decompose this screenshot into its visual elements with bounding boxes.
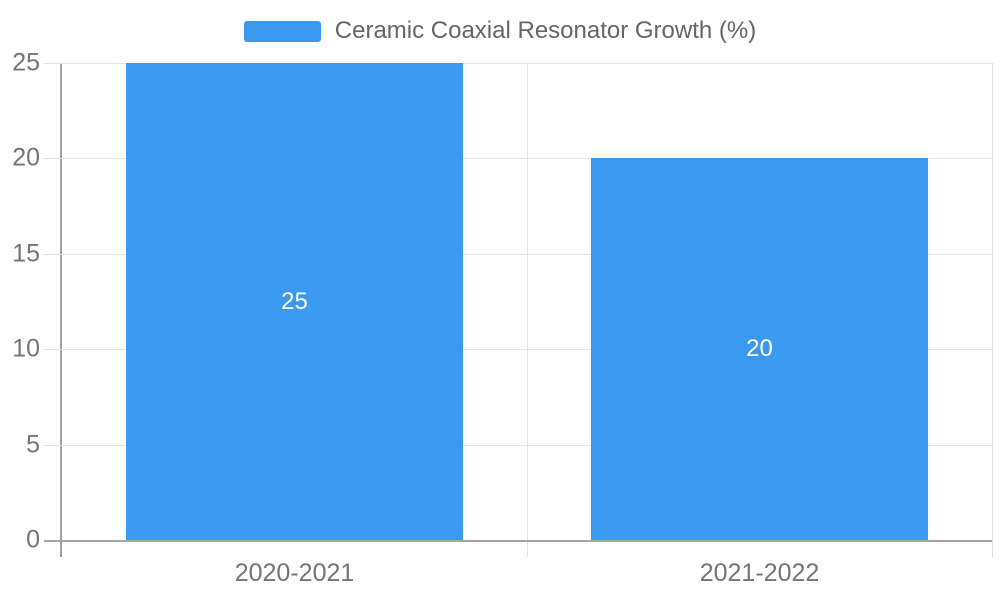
plot-area: 25 20	[44, 63, 993, 557]
plot-right-boundary-line	[992, 63, 993, 557]
legend-label: Ceramic Coaxial Resonator Growth (%)	[334, 17, 757, 44]
gridline-y-10	[62, 349, 992, 351]
y-axis-tick	[44, 253, 62, 255]
bar-2020-2021[interactable]: 25	[126, 63, 463, 540]
y-axis-tick	[44, 63, 62, 64]
x-axis-label-2020-2021: 2020-2021	[234, 559, 355, 587]
y-axis-label-5: 5	[26, 430, 40, 459]
y-axis-tick	[44, 349, 62, 351]
bar-data-label: 20	[746, 335, 773, 363]
y-axis-line	[60, 63, 62, 557]
x-axis-label-2021-2022: 2021-2022	[699, 559, 820, 587]
legend-item[interactable]: Ceramic Coaxial Resonator Growth (%)	[243, 17, 757, 44]
legend-swatch-icon	[243, 20, 321, 42]
gridline-y-25	[62, 63, 992, 64]
x-axis-line	[44, 540, 992, 542]
y-axis-label-10: 10	[12, 334, 40, 363]
y-axis-label-0: 0	[26, 525, 40, 554]
bar-2021-2022[interactable]: 20	[591, 158, 928, 540]
y-axis-tick	[44, 158, 62, 160]
y-axis-label-25: 25	[12, 48, 40, 77]
gridline-y-20	[62, 158, 992, 160]
bar-data-label: 25	[281, 287, 308, 315]
gridline-y-15	[62, 253, 992, 255]
gridline-y-5	[62, 444, 992, 446]
y-axis-label-15: 15	[12, 239, 40, 268]
category-boundary-line	[527, 63, 528, 557]
y-axis-tick	[44, 444, 62, 446]
legend: Ceramic Coaxial Resonator Growth (%)	[0, 18, 1000, 44]
y-axis-label-20: 20	[12, 143, 40, 172]
